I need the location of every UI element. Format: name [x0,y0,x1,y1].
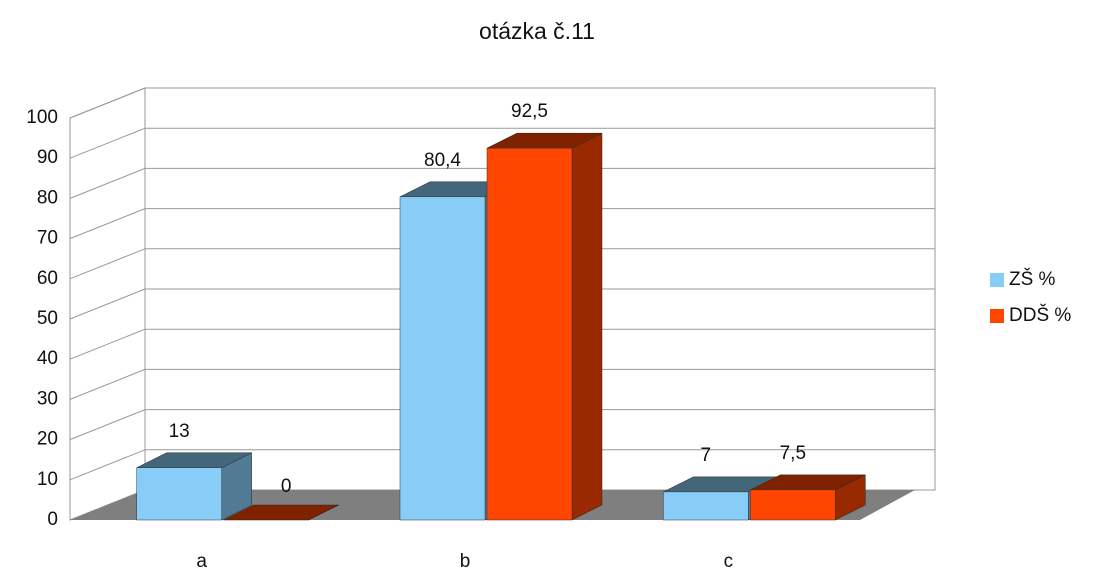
y-tick-label: 50 [37,308,58,329]
y-tick-label: 40 [37,348,58,369]
data-label: 92,5 [511,101,548,122]
bar-top-shade [136,452,252,468]
bar-side-shade [572,133,602,520]
y-tick-label: 0 [47,509,58,530]
data-label: 7,5 [780,443,806,464]
x-tick-label: b [460,551,471,569]
grid-line [69,208,146,240]
x-tick-label: a [196,551,207,569]
y-tick-label: 60 [37,268,58,289]
bar [750,489,836,521]
x-tick-label: c [724,551,734,569]
data-label: 13 [169,421,190,442]
bar-top-shade [487,133,602,149]
grid-line [69,248,146,280]
bar [399,196,486,521]
y-tick-label: 20 [37,429,58,450]
grid-line [69,288,146,320]
legend-label: ZŠ % [1009,268,1056,290]
grid-line [69,167,146,199]
bar [486,147,573,521]
y-tick-label: 80 [37,187,58,208]
legend-swatch [990,273,1004,287]
y-tick-label: 30 [37,388,58,409]
bar [663,491,749,521]
legend-swatch [990,309,1004,323]
bar-top-shade [223,505,339,520]
grid-line [69,328,146,360]
grid-line [69,409,146,441]
y-tick-label: 90 [37,147,58,168]
y-tick-label: 10 [37,469,58,490]
data-label: 7 [701,445,712,466]
bar-top-shade [400,181,515,197]
bar-top-shade [750,474,866,490]
bar [136,467,222,521]
bar-side-shade [221,452,252,520]
bar-top-shade [663,476,779,492]
grid-line [69,368,146,400]
y-tick-label: 100 [26,107,58,128]
chart-title: otázka č.11 [479,18,595,44]
data-label: 0 [281,476,292,497]
legend-label: DDŠ % [1009,304,1071,326]
y-tick-label: 70 [37,228,58,249]
data-label: 80,4 [424,150,461,171]
grid-line [69,449,146,481]
grid-line [69,87,146,119]
grid-line [69,127,146,159]
